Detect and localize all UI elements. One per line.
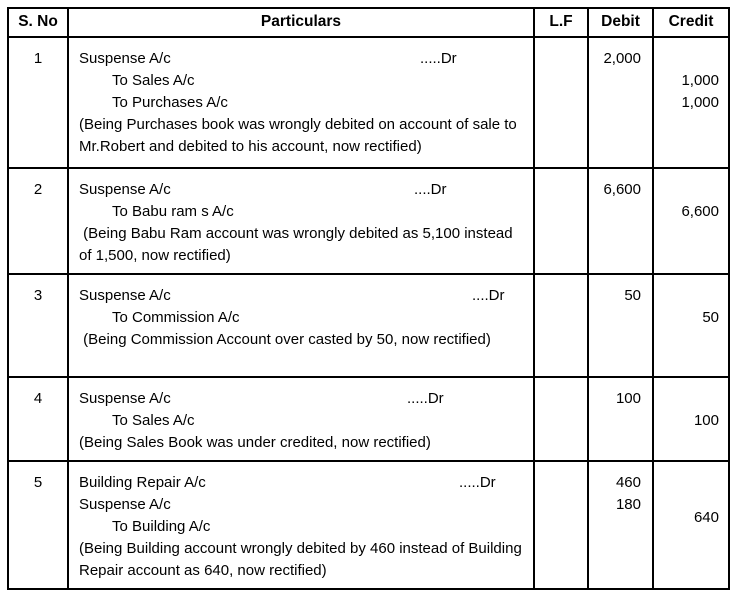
dr-label: .....Dr: [407, 390, 444, 407]
credit-amount: 1,000: [681, 94, 719, 111]
entry-line: Building Repair A/c .....Dr: [79, 472, 525, 494]
column-header-credit: Credit: [652, 7, 730, 38]
column-header-debit: Debit: [587, 7, 654, 38]
dr-label: ....Dr: [414, 181, 447, 198]
table-row: 4 Suspense A/c .....Dr To Sales A/c (Being S…: [7, 376, 730, 462]
entry-line: To Commission A/c: [112, 309, 240, 326]
credit-cell: 1,000 1,000: [652, 36, 730, 169]
credit-amount: 640: [693, 509, 719, 527]
debit-cell: 2,000: [587, 36, 654, 169]
particulars-cell: Suspense A/c .....Dr To Sales A/c (Being Sa…: [67, 376, 535, 462]
table-body: 1 Suspense A/c .....Dr To Sales A/c To Purch…: [7, 36, 730, 590]
debit-amount: 6,600: [603, 181, 641, 198]
particulars-cell: Suspense A/c ....Dr To Babu ram s A/c (Bei…: [67, 167, 535, 275]
table-row: 5 Building Repair A/c .....Dr Suspense A/c T…: [7, 460, 730, 590]
narration-line: (Being Sales Book was under credited, no…: [79, 434, 431, 451]
credit-amount: 100: [693, 412, 719, 429]
entry-line: To Babu ram s A/c: [112, 203, 234, 220]
table-row: 2 Suspense A/c ....Dr To Babu ram s A/c (Be…: [7, 167, 730, 275]
entry-line: Suspense A/c .....Dr: [79, 48, 525, 70]
particulars-cell: Building Repair A/c .....Dr Suspense A/c To…: [67, 460, 535, 590]
column-header-lf: L.F: [533, 7, 589, 38]
entry-line: To Sales A/c: [112, 72, 195, 89]
column-header-particulars: Particulars: [67, 7, 535, 38]
particulars-cell: Suspense A/c ....Dr To Commission A/c (Bei…: [67, 273, 535, 378]
header-row: S. No Particulars L.F Debit Credit: [7, 7, 730, 38]
entry-line: Suspense A/c ....Dr: [79, 285, 525, 307]
narration-line: (Being Commission Account over casted by…: [79, 331, 491, 348]
table-header: S. No Particulars L.F Debit Credit: [7, 7, 730, 38]
journal-table: S. No Particulars L.F Debit Credit 1 Susp…: [7, 7, 730, 590]
entry-line: Suspense A/c: [79, 496, 171, 513]
debit-amount: 2,000: [603, 50, 641, 67]
debit-amount: 460: [615, 474, 641, 491]
lf-cell: [533, 167, 589, 275]
sno-cell: 5: [7, 460, 69, 590]
credit-cell: 6,600: [652, 167, 730, 275]
lf-cell: [533, 376, 589, 462]
entry-line: Suspense A/c ....Dr: [79, 179, 525, 201]
entry-line: To Purchases A/c: [112, 94, 228, 111]
narration-line: (Being Babu Ram account was wrongly debi…: [79, 225, 517, 264]
sno-cell: 3: [7, 273, 69, 378]
credit-cell: 640: [652, 460, 730, 590]
lf-cell: [533, 273, 589, 378]
sno-cell: 2: [7, 167, 69, 275]
credit-amount: 6,600: [681, 203, 719, 220]
narration-line: (Being Purchases book was wrongly debite…: [79, 116, 521, 155]
sno-cell: 1: [7, 36, 69, 169]
credit-amount: 1,000: [681, 72, 719, 89]
debit-cell: 460 180: [587, 460, 654, 590]
column-header-sno: S. No: [7, 7, 69, 38]
table-row: 3 Suspense A/c ....Dr To Commission A/c (Be…: [7, 273, 730, 378]
dr-label: .....Dr: [420, 50, 457, 67]
entry-line: To Building A/c: [112, 518, 211, 535]
debit-amount: 50: [624, 287, 641, 304]
entry-line: To Sales A/c: [112, 412, 195, 429]
table-row: 1 Suspense A/c .....Dr To Sales A/c To Purch…: [7, 36, 730, 169]
credit-amount: 50: [702, 309, 719, 326]
dr-label: .....Dr: [459, 474, 496, 491]
credit-cell: 50: [652, 273, 730, 378]
debit-amount: 180: [615, 496, 641, 513]
debit-cell: 50: [587, 273, 654, 378]
lf-cell: [533, 36, 589, 169]
dr-label: ....Dr: [472, 287, 505, 304]
sno-cell: 4: [7, 376, 69, 462]
narration-line: (Being Building account wrongly debited …: [79, 540, 526, 579]
credit-cell: 100: [652, 376, 730, 462]
debit-amount: 100: [615, 390, 641, 407]
lf-cell: [533, 460, 589, 590]
entry-line: Suspense A/c .....Dr: [79, 388, 525, 410]
particulars-cell: Suspense A/c .....Dr To Sales A/c To Purcha…: [67, 36, 535, 169]
debit-cell: 6,600: [587, 167, 654, 275]
debit-cell: 100: [587, 376, 654, 462]
